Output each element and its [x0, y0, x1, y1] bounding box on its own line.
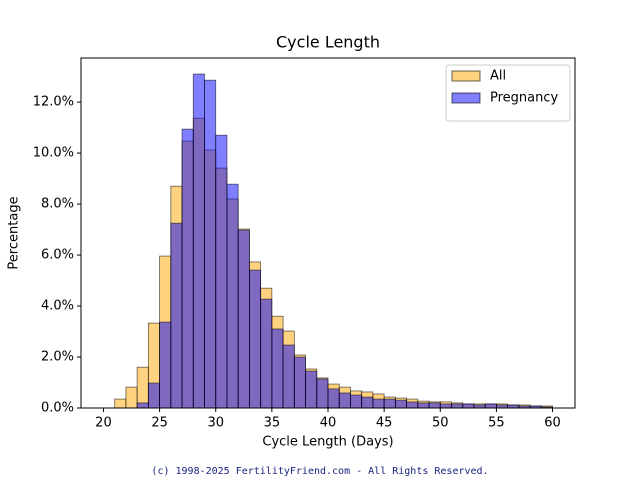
footer: (c) 1998-2025 FertilityFriend.com - All …	[151, 466, 488, 477]
bar	[282, 344, 295, 409]
legend-label: Pregnancy	[490, 91, 559, 106]
bar	[417, 402, 430, 409]
bar	[293, 356, 306, 409]
x-tick-label: 55	[488, 416, 505, 431]
x-tick-label: 40	[320, 416, 337, 431]
bar	[181, 128, 194, 409]
x-tick-label: 20	[95, 416, 112, 431]
bar	[237, 229, 250, 409]
y-axis-label: Percentage	[7, 196, 22, 269]
legend-swatch	[451, 92, 481, 104]
chart-title: Cycle Length	[276, 33, 380, 52]
bar	[226, 183, 239, 409]
x-axis-label: Cycle Length (Days)	[262, 435, 393, 450]
bar	[125, 386, 138, 409]
bar	[136, 402, 149, 409]
bar	[462, 403, 475, 409]
bar	[170, 222, 183, 409]
x-tick-label: 45	[376, 416, 393, 431]
bar	[316, 378, 329, 409]
bar	[338, 392, 351, 409]
bar	[159, 321, 172, 409]
bar	[484, 403, 497, 409]
bar	[451, 403, 464, 409]
y-tick-label: 8.0%	[41, 197, 74, 212]
bar	[114, 398, 127, 409]
x-tick-label: 25	[151, 416, 168, 431]
bar	[147, 382, 160, 409]
y-tick-label: 6.0%	[41, 248, 74, 263]
bar	[204, 79, 217, 409]
x-tick-label: 30	[207, 416, 224, 431]
x-tick-label: 50	[432, 416, 449, 431]
bar	[192, 73, 205, 409]
bar	[260, 298, 273, 409]
y-tick-label: 12.0%	[33, 95, 74, 110]
y-tick-label: 4.0%	[41, 299, 74, 314]
bar	[305, 370, 318, 409]
bar	[350, 394, 363, 409]
bar	[136, 366, 149, 409]
legend-label: All	[490, 69, 506, 84]
bar	[249, 269, 262, 409]
bar	[428, 402, 441, 409]
bar	[361, 396, 374, 409]
x-tick-label: 60	[544, 416, 561, 431]
y-tick-label: 0.0%	[41, 401, 74, 416]
bar	[327, 388, 340, 409]
bar	[383, 398, 396, 409]
y-tick-label: 2.0%	[41, 350, 74, 365]
bar	[271, 328, 284, 409]
bar	[394, 399, 407, 409]
legend-swatch	[451, 70, 481, 82]
bar	[372, 398, 385, 409]
x-tick-label: 35	[264, 416, 281, 431]
y-tick-label: 10.0%	[33, 146, 74, 161]
bar	[215, 134, 228, 409]
bar	[439, 403, 452, 409]
bar	[406, 401, 419, 409]
